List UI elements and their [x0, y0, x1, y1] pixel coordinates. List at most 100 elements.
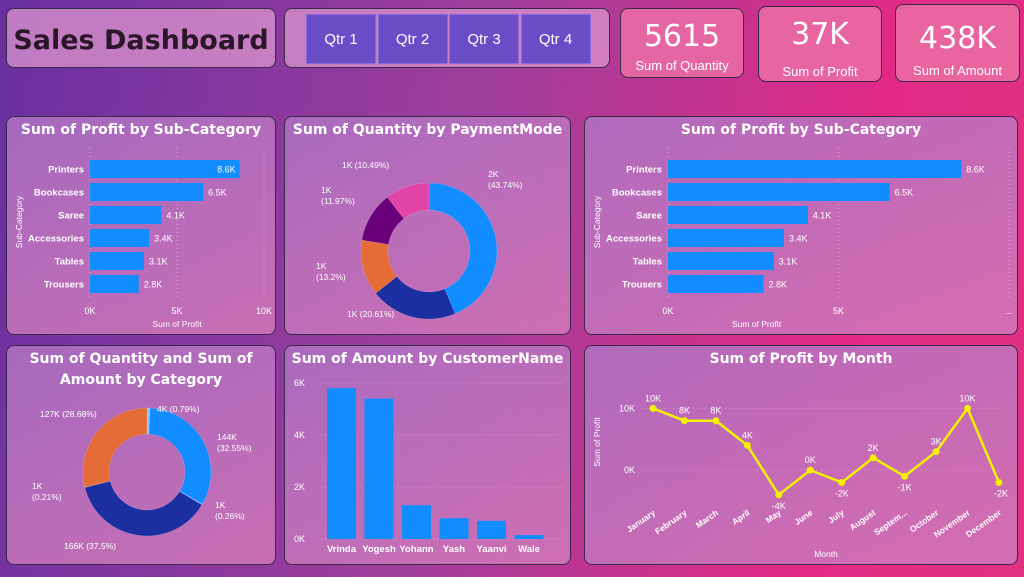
data-label: 3.4K: [789, 234, 808, 244]
kpi-card-profit: 37K Sum of Profit: [758, 6, 882, 82]
category-label: Vrinda: [327, 544, 357, 555]
dashboard-title: Sales Dashboard: [13, 25, 269, 56]
data-label: 8.6K: [217, 165, 236, 175]
panel-profit-subcategory-small[interactable]: Sum of Profit by Sub-Category 0K 5K 10K Pri…: [6, 116, 276, 335]
panel-title-line-2: Amount by Category: [59, 372, 223, 388]
kpi-quantity-label: Sum of Quantity: [635, 58, 729, 73]
category-label: Saree: [58, 211, 84, 222]
panel-quantity-amount-category[interactable]: Sum of Quantity and Sum of Amount by Cat…: [6, 345, 276, 565]
donut-chart-quantity-paymentmode: 2K (43.74%) 1K (20.61%) 1K (13.2%) 1K (11.97%)…: [316, 160, 523, 320]
data-point: [743, 441, 751, 449]
data-label: 2K: [868, 443, 879, 453]
y-axis-title: Sum of Profit: [592, 417, 602, 467]
kpi-card-amount: 438K Sum of Amount: [895, 4, 1020, 82]
bar: [668, 252, 774, 270]
panel-title: Sum of Profit by Month: [709, 351, 893, 367]
x-tick-label: July: [826, 507, 846, 525]
data-label: 1K (0.21%): [32, 481, 62, 502]
category-label: Tables: [633, 257, 662, 268]
data-label: 3.4K: [154, 234, 173, 244]
bar: [90, 183, 204, 201]
bar: [514, 535, 544, 539]
qtr-3-button[interactable]: Qtr 3: [449, 14, 519, 64]
data-label: 3K: [931, 437, 942, 447]
donut-chart-quantity-amount-category: 4K (0.79%) 144K (32.55%) 1K (0.26%) 166K (37.…: [32, 404, 252, 551]
qtr-2-button[interactable]: Qtr 2: [377, 14, 448, 64]
data-label: 10K: [645, 393, 661, 403]
data-label: 4.1K: [813, 211, 832, 221]
x-tick-label: Septem...: [872, 507, 909, 537]
y-axis-title: Sub-Category: [592, 195, 602, 248]
x-axis-title: Sum of Profit: [152, 319, 202, 329]
x-axis-title: Sum of Profit: [732, 319, 782, 329]
donut-slice: [82, 407, 148, 487]
y-tick-label: 2K: [294, 482, 305, 492]
bar: [439, 518, 469, 539]
bar-chart-profit-subcategory-small: 0K 5K 10K Printers 8.6K Bookcases 6.5K Saree 4.1…: [14, 148, 272, 329]
category-label: Saree: [636, 211, 662, 222]
donut-slice: [84, 480, 111, 488]
x-tick-label: December: [964, 507, 1004, 539]
y-tick-label: 10K: [619, 403, 635, 413]
bar: [477, 520, 506, 539]
category-label: Yaanvi: [476, 544, 506, 555]
y-tick-label: 0K: [294, 534, 305, 544]
data-label: -2K: [994, 488, 1008, 498]
x-tick-label: 10K: [256, 306, 272, 316]
bar: [668, 160, 962, 178]
data-label: 0K: [805, 455, 816, 465]
data-label: 2.8K: [144, 280, 163, 290]
y-axis-title: Sub-Category: [14, 195, 24, 248]
category-label: Tables: [55, 257, 84, 268]
category-label: Bookcases: [34, 188, 84, 199]
x-tick-label: ...: [1005, 306, 1013, 316]
category-label: Yogesh: [362, 544, 396, 555]
qtr-4-button[interactable]: Qtr 4: [520, 14, 591, 64]
data-point: [932, 448, 940, 456]
series-line: [652, 405, 1001, 497]
data-label: 144K (32.55%): [217, 432, 252, 453]
bar: [402, 505, 431, 539]
data-point: [869, 454, 877, 462]
data-label: 6.5K: [208, 188, 227, 198]
data-point: [775, 491, 783, 499]
data-label: 8K: [710, 406, 721, 416]
panel-amount-customername[interactable]: Sum of Amount by CustomerName 0K 2K 4K 6K Vr…: [284, 345, 571, 565]
donut-slice: [84, 480, 203, 537]
kpi-card-quantity: 5615 Sum of Quantity: [620, 8, 744, 78]
qtr-1-button[interactable]: Qtr 1: [306, 14, 376, 64]
data-point: [649, 404, 657, 412]
data-point: [712, 417, 720, 425]
data-point: [806, 466, 814, 474]
kpi-profit-label: Sum of Profit: [782, 64, 858, 79]
panel-profit-month[interactable]: Sum of Profit by Month 0K 10K 10K January 8K…: [584, 345, 1018, 565]
data-label: 127K (28.68%): [40, 409, 97, 419]
data-point: [995, 478, 1003, 486]
data-label: 2K (43.74%): [488, 169, 523, 190]
data-label: -4K: [772, 501, 786, 511]
bar: [90, 206, 162, 224]
y-tick-label: 4K: [294, 430, 305, 440]
panel-title-line-1: Sum of Quantity and Sum of: [29, 351, 253, 367]
panel-profit-subcategory-large[interactable]: Sum of Profit by Sub-Category 0K 5K... Pri…: [584, 116, 1018, 335]
data-label: 166K (37.5%): [64, 541, 116, 551]
data-label: 6.5K: [895, 188, 914, 198]
x-tick-label: 5K: [833, 306, 844, 316]
bar-chart-profit-subcategory-large: 0K 5K ... Printers 8.6K Bookcases 6.5K Saree 4.1…: [592, 148, 1013, 329]
panel-quantity-paymentmode[interactable]: Sum of Quantity by PaymentMode 2K (43.74%…: [284, 116, 571, 335]
panel-title: Sum of Profit by Sub-Category: [20, 122, 262, 138]
bar: [364, 398, 394, 539]
bar: [90, 160, 240, 178]
kpi-amount-value: 438K: [919, 21, 996, 56]
category-label: Yohann: [399, 544, 433, 555]
x-tick-label: June: [792, 507, 814, 527]
data-label: 8.6K: [966, 165, 985, 175]
data-label: 1K (10.49%): [342, 160, 389, 170]
data-point: [680, 417, 688, 425]
data-label: 3.1K: [149, 257, 168, 267]
donut-slice: [375, 276, 456, 320]
bar: [90, 229, 150, 247]
bar: [90, 252, 144, 270]
data-label: 8K: [679, 406, 690, 416]
bar: [668, 206, 808, 224]
